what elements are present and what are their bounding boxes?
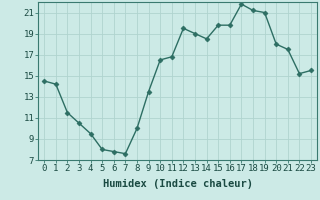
X-axis label: Humidex (Indice chaleur): Humidex (Indice chaleur) bbox=[103, 179, 252, 189]
